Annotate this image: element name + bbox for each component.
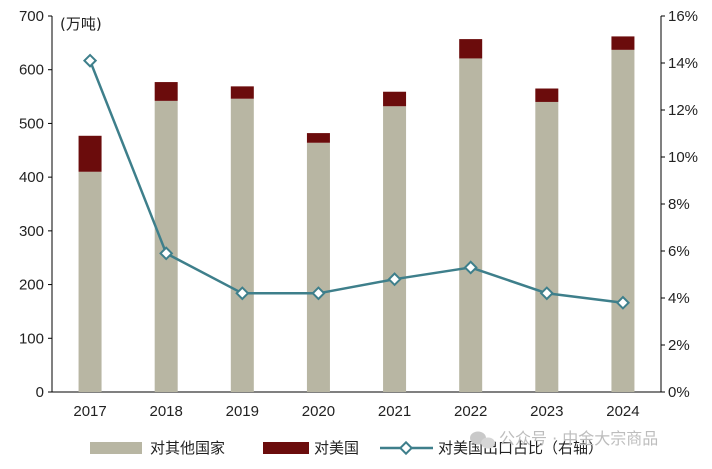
left-axis-unit: (万吨) <box>60 15 102 33</box>
right-tick-label: 0% <box>668 384 690 401</box>
left-tick-label: 100 <box>19 330 44 347</box>
ratio-point <box>539 286 554 301</box>
ratio-point <box>159 246 174 261</box>
legend-label-us: 对美国 <box>314 439 359 457</box>
ratio-line-path <box>88 60 624 304</box>
x-tick-label: 2022 <box>454 403 487 420</box>
ratio-point <box>235 286 250 301</box>
bar-us <box>230 86 254 99</box>
bar-us <box>306 133 330 143</box>
ratio-point <box>387 272 402 287</box>
legend-marker-ratio <box>398 440 414 456</box>
x-tick-label: 2017 <box>73 403 106 420</box>
right-tick-label: 8% <box>668 196 690 213</box>
left-tick-label: 400 <box>19 169 44 186</box>
left-tick-label: 300 <box>19 223 44 240</box>
right-tick-label: 14% <box>668 55 698 72</box>
legend: 对其他国家 对美国 对美国出口占比（右轴） <box>90 439 603 457</box>
left-tick-label: 0 <box>36 384 44 401</box>
ratio-line <box>82 53 631 310</box>
bar-us <box>535 88 559 102</box>
bar-other <box>535 101 559 392</box>
bars <box>78 36 635 393</box>
legend-swatch-us <box>263 442 309 454</box>
legend-label-other: 对其他国家 <box>150 439 225 457</box>
right-tick-label: 6% <box>668 243 690 260</box>
x-tick-label: 2020 <box>302 403 335 420</box>
left-tick-label: 500 <box>19 115 44 132</box>
bar-other <box>611 49 635 393</box>
right-tick-label: 4% <box>668 290 690 307</box>
right-tick-label: 2% <box>668 337 690 354</box>
ratio-point <box>463 260 478 275</box>
x-tick-label: 2018 <box>150 403 183 420</box>
ticks: 0 100 200 300 400 500 600 700 0% 2% 4% 6% 8% 10% 12% 14… <box>19 8 698 420</box>
x-tick-label: 2019 <box>226 403 259 420</box>
x-tick-label: 2021 <box>378 403 411 420</box>
axes <box>51 16 662 393</box>
bar-us <box>459 39 483 59</box>
bar-other <box>459 58 483 392</box>
x-tick-label: 2024 <box>606 403 639 420</box>
bar-us <box>383 91 407 107</box>
left-tick-label: 700 <box>19 8 44 25</box>
ratio-point <box>615 295 631 310</box>
left-tick-label: 600 <box>19 62 44 79</box>
bar-other <box>383 106 407 393</box>
watermark-text: 公众号 · 中金大宗商品 <box>499 429 658 448</box>
watermark: 公众号 · 中金大宗商品 <box>470 429 658 449</box>
bar-other <box>306 142 330 392</box>
legend-swatch-other <box>90 442 142 454</box>
bar-other <box>78 171 102 392</box>
bar-us <box>78 135 102 172</box>
x-tick-label: 2023 <box>530 403 563 420</box>
left-tick-label: 200 <box>19 277 44 294</box>
right-tick-label: 10% <box>668 149 698 166</box>
ratio-point <box>82 53 98 68</box>
bar-us <box>154 82 178 101</box>
bar-other <box>230 98 254 392</box>
bar-us <box>611 36 635 50</box>
wechat-icon <box>470 431 495 449</box>
ratio-point <box>311 286 326 301</box>
right-tick-label: 16% <box>668 8 698 25</box>
right-tick-label: 12% <box>668 102 698 119</box>
